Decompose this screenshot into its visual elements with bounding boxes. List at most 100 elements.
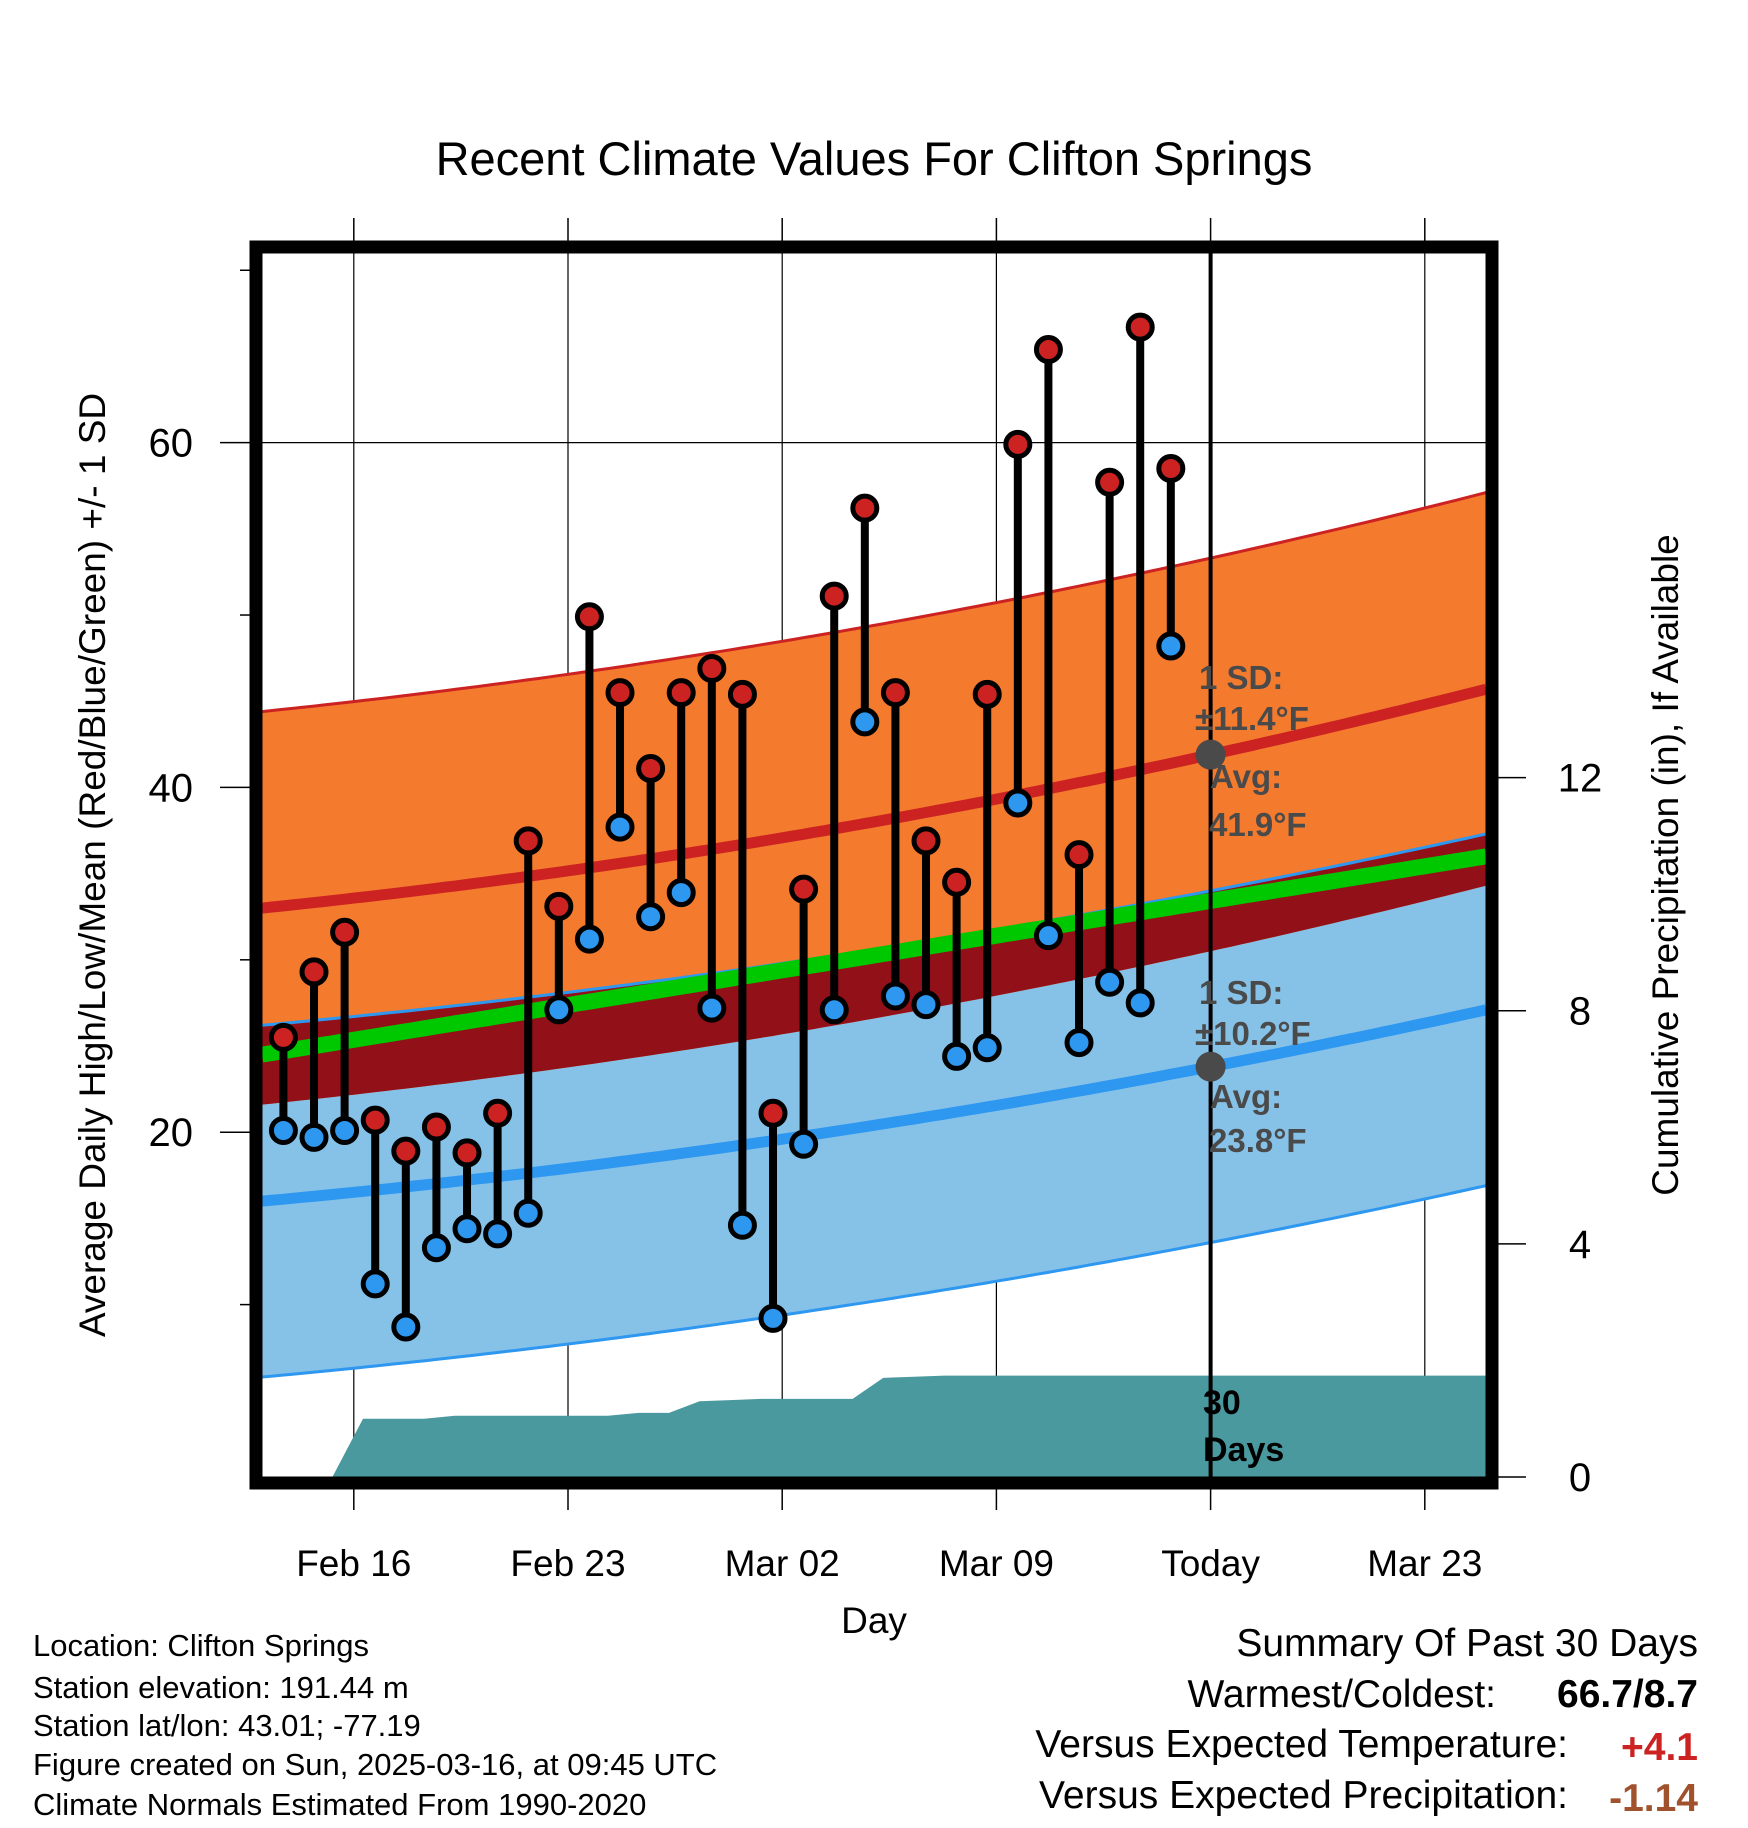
daily-low-point (605, 812, 635, 842)
daily-high-point (942, 867, 972, 897)
daily-high-point (850, 493, 880, 523)
daily-low-point (1033, 921, 1063, 951)
x-tick-label: Mar 02 (725, 1543, 840, 1584)
daily-high-point (727, 679, 757, 709)
info-elevation: Station elevation: 191.44 m (33, 1670, 409, 1705)
daily-high-point (421, 1112, 451, 1142)
x-tick-label: Mar 09 (939, 1543, 1054, 1584)
low-avg-dot (1195, 1051, 1226, 1082)
daily-low-point (299, 1122, 329, 1152)
daily-high-point (1033, 335, 1063, 365)
daily-high-point (391, 1136, 421, 1166)
daily-low-point (1064, 1028, 1094, 1058)
daily-high-point (911, 826, 941, 856)
daily-high-point (972, 679, 1002, 709)
daily-low-point (727, 1210, 757, 1240)
daily-high-point (483, 1098, 513, 1128)
low-sd-label: 1 SD: (1199, 974, 1283, 1011)
daily-low-point (758, 1303, 788, 1333)
daily-high-point (605, 678, 635, 708)
daily-low-point (268, 1115, 298, 1145)
daily-low-point (666, 878, 696, 908)
daily-high-point (574, 602, 604, 632)
daily-low-point (880, 981, 910, 1011)
x-axis-label: Day (841, 1600, 907, 1641)
daily-low-point (513, 1198, 543, 1228)
x-tick-label: Mar 23 (1367, 1543, 1482, 1584)
y-tick-label: 40 (149, 766, 194, 810)
plot-frame (249, 240, 1499, 1490)
days-number: 30 (1203, 1384, 1241, 1422)
precipitation-area (262, 1375, 1486, 1477)
high-avg-value: 41.9°F (1209, 806, 1307, 843)
warm-cold-value: 66.7/8.7 (1557, 1673, 1698, 1716)
y-axis-label: Average Daily High/Low/Mean (Red/Blue/Gr… (72, 393, 113, 1337)
daily-low-point (1095, 967, 1125, 997)
daily-low-point (636, 902, 666, 932)
daily-low-point (819, 995, 849, 1025)
y-tick-label: 60 (149, 422, 194, 466)
y2-tick-label: 4 (1569, 1223, 1591, 1267)
daily-low-point (330, 1115, 360, 1145)
precip-value: -1.14 (1609, 1777, 1698, 1820)
daily-high-point (544, 891, 574, 921)
daily-low-point (421, 1233, 451, 1263)
high-sd-label: 1 SD: (1199, 659, 1283, 696)
y2-tick-label: 0 (1569, 1456, 1591, 1500)
daily-high-point (758, 1098, 788, 1128)
daily-low-point (789, 1129, 819, 1159)
info-normals: Climate Normals Estimated From 1990-2020 (33, 1787, 647, 1822)
precip-label: Versus Expected Precipitation: (1039, 1774, 1568, 1817)
warm-cold-label: Warmest/Coldest: (1187, 1673, 1496, 1716)
temp-label: Versus Expected Temperature: (1035, 1723, 1568, 1766)
low-band-bottom-edge (262, 1184, 1486, 1379)
low-avg-value: 23.8°F (1209, 1122, 1307, 1159)
daily-high-point (452, 1138, 482, 1168)
daily-high-point (819, 581, 849, 611)
info-location: Location: Clifton Springs (33, 1628, 370, 1663)
x-tick-label: Feb 23 (510, 1543, 625, 1584)
daily-high-point (697, 653, 727, 683)
normal-high-line (262, 683, 1486, 914)
daily-high-point (1125, 312, 1155, 342)
daily-low-point (360, 1269, 390, 1299)
temp-value: +4.1 (1621, 1726, 1698, 1769)
y2-tick-label: 8 (1569, 990, 1591, 1034)
daily-low-point (1125, 988, 1155, 1018)
daily-high-point (1156, 453, 1186, 483)
summary-heading: Summary Of Past 30 Days (1236, 1622, 1698, 1665)
daily-low-point (972, 1033, 1002, 1063)
low-sd-band (262, 834, 1486, 1377)
x-tick-label: Feb 16 (296, 1543, 411, 1584)
daily-low-point (391, 1312, 421, 1342)
daily-low-point (697, 993, 727, 1023)
daily-high-point (268, 1022, 298, 1052)
daily-low-point (850, 707, 880, 737)
daily-high-point (666, 678, 696, 708)
high-band-top-edge (262, 491, 1486, 714)
daily-low-point (483, 1219, 513, 1249)
daily-high-point (330, 917, 360, 947)
daily-high-point (1064, 840, 1094, 870)
daily-high-point (1095, 467, 1125, 497)
daily-high-point (299, 957, 329, 987)
daily-low-point (452, 1214, 482, 1244)
info-created: Figure created on Sun, 2025-03-16, at 09… (33, 1747, 718, 1782)
normal-mean-line (262, 848, 1486, 1063)
daily-high-point (1003, 429, 1033, 459)
daily-low-point (1003, 788, 1033, 818)
daily-marks (268, 312, 1186, 1342)
daily-low-point (544, 995, 574, 1025)
x-tick-label: Today (1161, 1543, 1260, 1584)
daily-low-point (911, 990, 941, 1020)
daily-high-point (880, 678, 910, 708)
y-tick-label: 20 (149, 1111, 194, 1155)
y2-tick-label: 12 (1558, 757, 1603, 801)
chart-title: Recent Climate Values For Clifton Spring… (436, 132, 1313, 185)
high-avg-label: Avg: (1210, 758, 1282, 795)
info-latlon: Station lat/lon: 43.01; -77.19 (33, 1708, 421, 1743)
low-avg-label: Avg: (1210, 1078, 1282, 1115)
low-sd-value: ±10.2°F (1195, 1015, 1311, 1052)
y2-axis-label: Cumulative Precipitation (in), If Availa… (1645, 534, 1686, 1196)
